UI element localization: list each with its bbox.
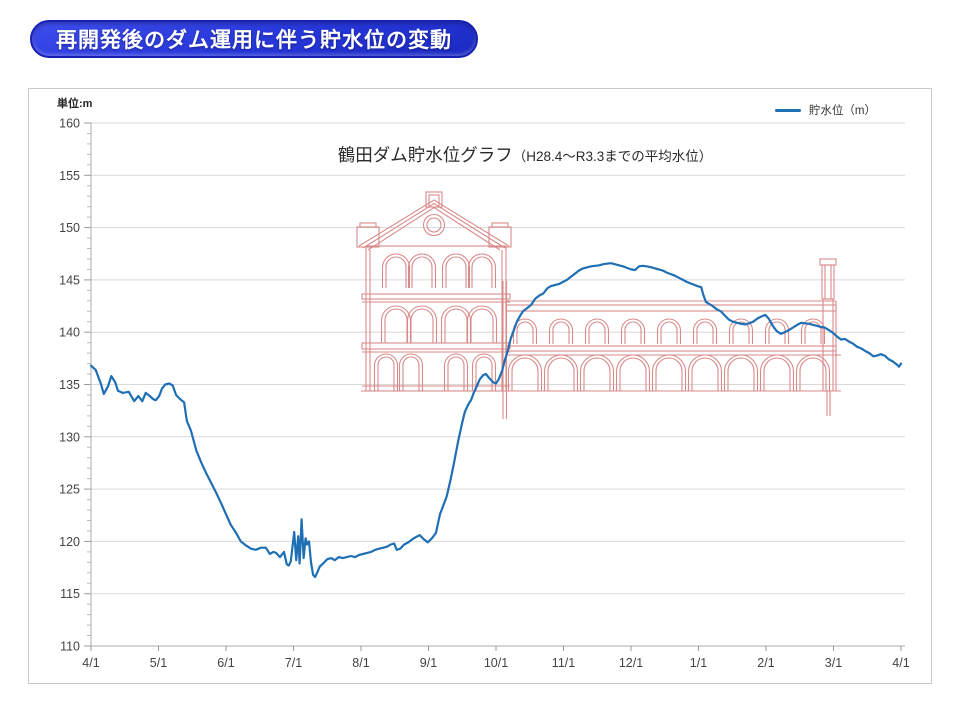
title-banner: 再開発後のダム運用に伴う貯水位の変動 xyxy=(30,20,478,58)
banner-title: 再開発後のダム運用に伴う貯水位の変動 xyxy=(56,29,452,52)
y-tick-label: 120 xyxy=(59,535,80,549)
x-tick-label: 3/1 xyxy=(825,656,842,670)
water-level-line xyxy=(89,262,903,579)
y-tick-label: 135 xyxy=(59,378,80,392)
chart-title-main: 鶴田ダム貯水位グラフ xyxy=(337,145,513,165)
x-tick-label: 10/1 xyxy=(484,656,508,670)
y-tick-label: 130 xyxy=(59,430,80,444)
x-tick-label: 1/1 xyxy=(690,656,707,670)
y-tick-label: 155 xyxy=(59,169,80,183)
chart-title-sub: （H28.4～R3.3までの平均水位） xyxy=(512,149,713,164)
chart-title: 鶴田ダム貯水位グラフ（H28.4～R3.3までの平均水位） xyxy=(119,142,931,167)
x-tick-label: 7/1 xyxy=(285,656,302,670)
x-tick-label: 8/1 xyxy=(352,656,369,670)
y-tick-label: 150 xyxy=(59,221,80,235)
y-tick-label: 115 xyxy=(60,587,80,601)
y-tick-label: 110 xyxy=(60,640,80,654)
legend-label: 貯水位（m） xyxy=(808,105,876,117)
y-axis-unit-label: 単位:m xyxy=(57,98,93,110)
reservoir-level-chart: 110 115 120 125 130 135 140 145 150 155 160 4/1 5/1 6… xyxy=(59,117,910,671)
water-level-legend-swatch xyxy=(774,108,801,112)
y-tick-label: 140 xyxy=(59,326,80,340)
x-tick-label: 5/1 xyxy=(150,656,167,670)
legend: 貯水位（m） xyxy=(774,102,876,118)
x-tick-label: 11/1 xyxy=(552,656,575,670)
x-tick-label: 2/1 xyxy=(757,656,774,670)
x-tick-label: 12/1 xyxy=(619,656,643,670)
power-plant-ruins-art xyxy=(356,191,841,419)
y-tick-label: 145 xyxy=(59,273,80,287)
x-tick-label: 4/1 xyxy=(892,656,909,670)
y-tick-label: 160 xyxy=(59,117,80,131)
chart-card: 単位:m 貯水位（m） 鶴田ダム貯水位グラフ（H28.4～R3.3までの平均水位… xyxy=(28,88,932,684)
x-tick-label: 6/1 xyxy=(217,656,234,670)
y-tick-label: 125 xyxy=(59,483,80,497)
x-tick-label: 9/1 xyxy=(420,656,437,670)
x-tick-label: 4/1 xyxy=(82,656,99,670)
